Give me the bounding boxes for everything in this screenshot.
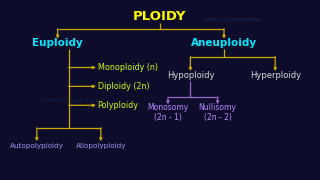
Text: Polyploidy: Polyploidy — [98, 101, 139, 110]
Text: MERCY EDUCATION MEDIA: MERCY EDUCATION MEDIA — [204, 18, 260, 22]
Text: Euploidy: Euploidy — [32, 38, 83, 48]
Text: Aneuploidy: Aneuploidy — [191, 38, 257, 48]
Text: PLOIDY: PLOIDY — [133, 10, 187, 23]
Text: Hypoploidy: Hypoploidy — [167, 71, 214, 80]
Text: Allopolyploidy: Allopolyploidy — [76, 143, 126, 149]
Text: Diploidy (2n): Diploidy (2n) — [98, 82, 149, 91]
Text: MERCY EDUCATION MEDIA: MERCY EDUCATION MEDIA — [42, 99, 99, 103]
Text: Nullisomy
(2n - 2): Nullisomy (2n - 2) — [199, 103, 236, 122]
Text: Monosomy
(2n - 1): Monosomy (2n - 1) — [148, 103, 188, 122]
Text: Hyperploidy: Hyperploidy — [250, 71, 301, 80]
Text: Monoploidy (n): Monoploidy (n) — [98, 63, 157, 72]
Text: Autopolyploidy: Autopolyploidy — [10, 143, 64, 149]
